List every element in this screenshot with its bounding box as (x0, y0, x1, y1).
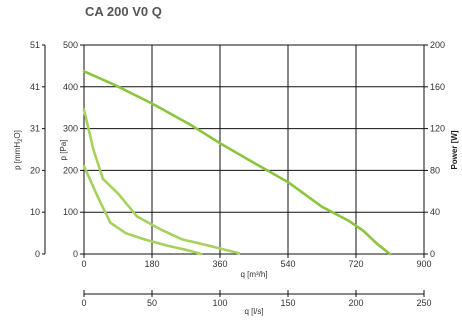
y-axis-label-pa: p [Pa] (59, 140, 68, 161)
x-tick-label: 900 (416, 259, 431, 269)
series-line-3 (82, 164, 203, 256)
x2-tick-label: 150 (280, 298, 295, 308)
y-mmh2o-tick-label: 51 (30, 40, 40, 50)
y-pa-tick-label: 100 (63, 207, 78, 217)
x2-tick-label: 0 (81, 298, 86, 308)
y-mmh2o-tick-label: 41 (30, 82, 40, 92)
y-mmh2o-tick-label: 20 (30, 165, 40, 175)
y-pa-tick-label: 0 (73, 249, 78, 259)
y-power-tick-label: 80 (430, 165, 440, 175)
y-pa-tick-label: 200 (63, 165, 78, 175)
axes (42, 44, 428, 297)
y-mmh2o-tick-label: 31 (30, 124, 40, 134)
y-power-tick-label: 0 (430, 249, 435, 259)
y-mmh2o-tick-label: 10 (30, 207, 40, 217)
x-axis-label: q [m³/h] (240, 270, 267, 279)
x2-axis-label: q [l/s] (244, 307, 263, 316)
y-power-tick-label: 200 (430, 40, 445, 50)
series-lines (82, 70, 392, 256)
y-axis-label-power: Power [W] (450, 130, 459, 169)
x-tick-label: 720 (348, 259, 363, 269)
y-mmh2o-tick-label: 0 (35, 249, 40, 259)
tick-labels: 0 180 360 540 720 900010020030040050001020314… (30, 40, 445, 308)
x-tick-label: 0 (81, 259, 86, 269)
x2-tick-label: 250 (416, 298, 431, 308)
x2-tick-label: 50 (147, 298, 157, 308)
y-axis-label-mmh2o-end: O] (13, 130, 22, 138)
x2-tick-label: 100 (212, 298, 227, 308)
y-pa-tick-label: 300 (63, 124, 78, 134)
y-power-tick-label: 120 (430, 124, 445, 134)
y-axis-label-mmh2o-sub: 2 (18, 138, 24, 142)
x-tick-label: 360 (212, 259, 227, 269)
x2-tick-label: 200 (348, 298, 363, 308)
series-line-2 (82, 108, 241, 255)
series-line-1 (82, 70, 392, 256)
x-tick-label: 180 (144, 259, 159, 269)
plot-frame (83, 44, 425, 255)
grid (83, 44, 425, 255)
y-axis-label-mmh2o: p [mmH2O] (13, 130, 24, 170)
chart-title: CA 200 V0 Q (85, 4, 162, 19)
y-pa-tick-label: 400 (63, 82, 78, 92)
y-power-tick-label: 160 (430, 82, 445, 92)
y-pa-tick-label: 500 (63, 40, 78, 50)
y-axis-label-mmh2o-main: p [mmH (13, 142, 22, 170)
x-tick-label: 540 (280, 259, 295, 269)
y-power-tick-label: 40 (430, 207, 440, 217)
